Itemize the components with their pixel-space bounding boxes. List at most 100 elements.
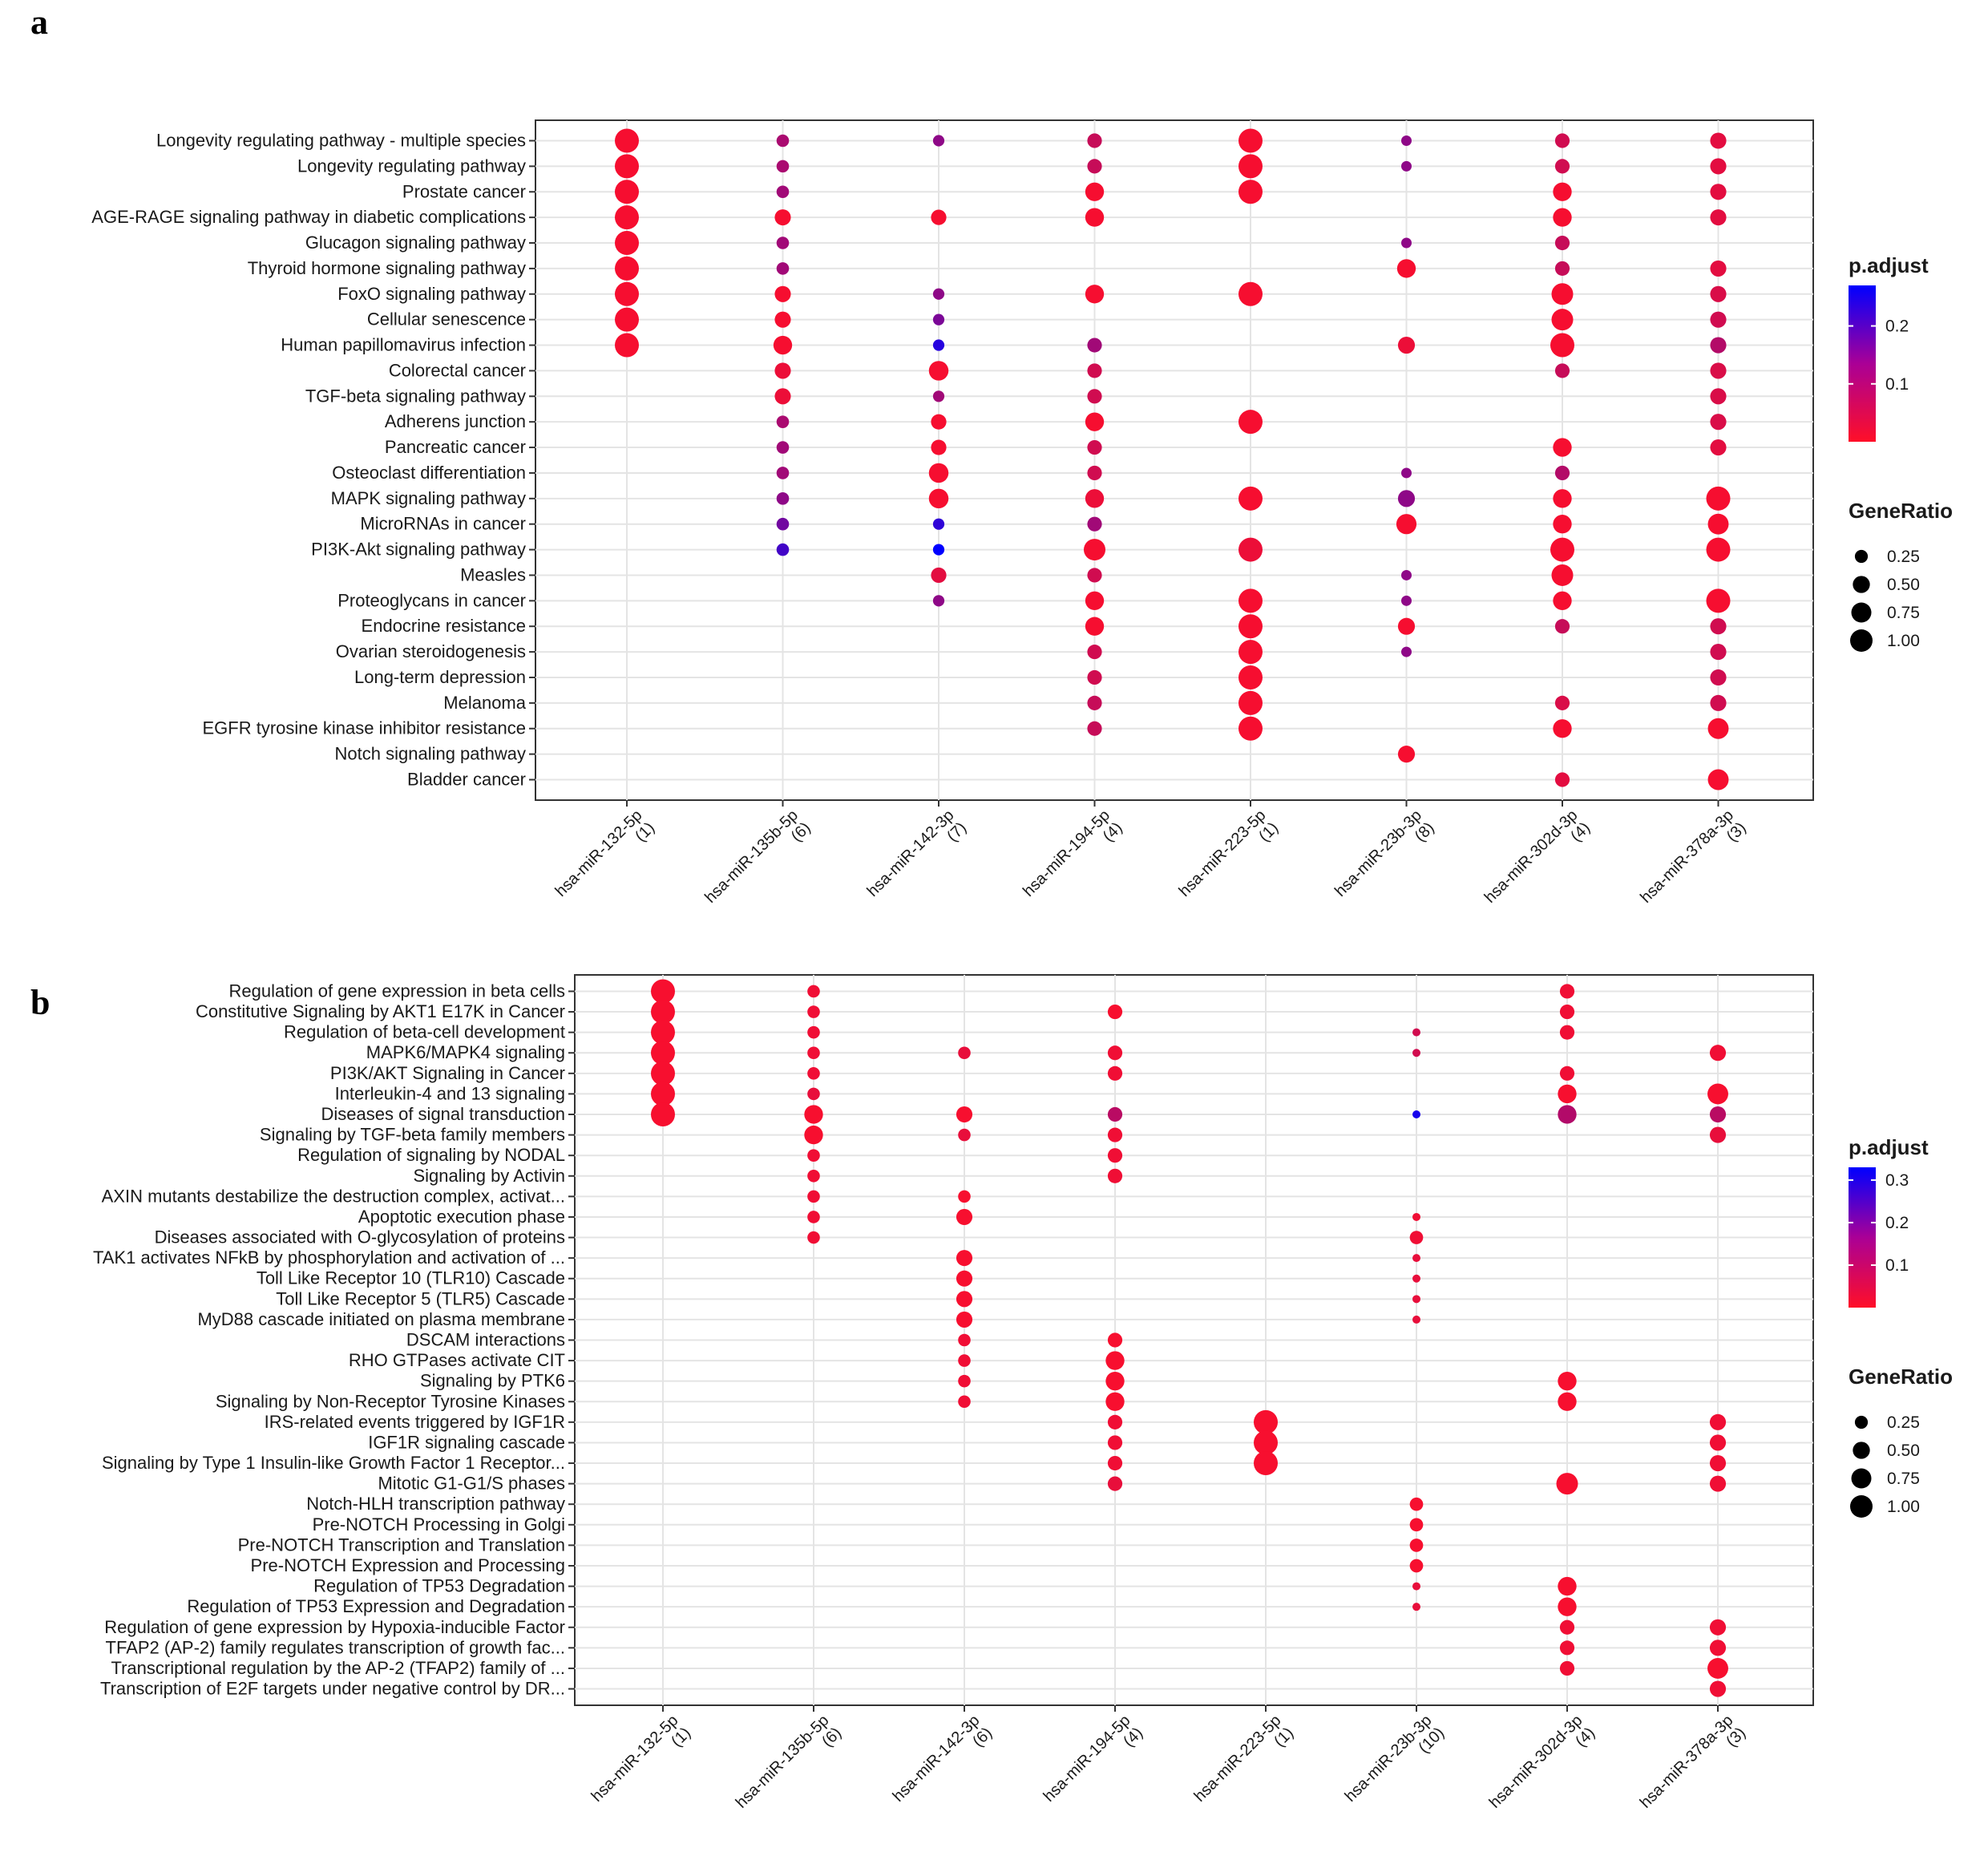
data-point [1087,516,1102,532]
x-tick-label-group: hsa-miR-135b-5p(6) [733,1712,845,1812]
data-point [1105,1372,1125,1391]
x-tick-label: hsa-miR-194-5p [1040,1712,1134,1805]
data-point [1709,1413,1727,1430]
data-point [776,415,790,428]
data-point [1553,438,1572,457]
data-point [1107,1168,1123,1183]
data-point [1707,1657,1728,1679]
y-tick-label: MAPK signaling pathway [331,488,526,508]
data-point [1706,588,1731,613]
data-point [1087,389,1102,404]
data-point [1709,1045,1727,1061]
data-point [1107,1004,1123,1020]
data-point [1087,568,1102,583]
data-point [1550,537,1574,562]
x-tick-label: hsa-miR-132-5p [588,1712,682,1805]
y-tick-label: MicroRNAs in cancer [360,514,526,534]
data-point [1709,1619,1727,1636]
data-point [1709,1680,1727,1697]
data-point [1238,690,1263,715]
data-point [651,1102,675,1127]
data-point [1559,1640,1575,1656]
data-point [776,185,790,199]
data-point [1709,1434,1727,1451]
data-point [1107,1435,1123,1450]
data-point [1559,1025,1575,1040]
x-tick-label-group: hsa-miR-135b-5p(6) [701,807,814,907]
x-tick-label-group: hsa-miR-132-5p(1) [588,1712,695,1805]
data-point [1551,309,1574,331]
y-tick-label: Transcriptional regulation by the AP-2 (… [111,1658,565,1678]
data-point [932,390,945,402]
data-point [1554,363,1570,378]
data-point [1412,1110,1420,1119]
data-point [1412,1582,1420,1591]
data-point [1709,1640,1727,1656]
y-tick-label: TGF-beta signaling pathway [305,386,526,406]
data-point [1087,439,1102,455]
data-point [1558,1597,1577,1616]
data-point [1710,285,1727,302]
x-tick-label-group: hsa-miR-302d-3p(4) [1481,807,1594,907]
data-point [807,1190,820,1203]
x-tick-label: hsa-miR-302d-3p [1486,1712,1586,1812]
dotplot-panel-a: Longevity regulating pathway - multiple … [91,119,1953,907]
y-tick-label: Longevity regulating pathway - multiple … [156,131,526,151]
x-tick-label-group: hsa-miR-142-3p(7) [864,807,971,900]
x-tick-label: hsa-miR-135b-5p [701,807,802,907]
data-point [1085,412,1105,431]
data-point [776,134,790,148]
data-point [1238,281,1263,306]
y-tick-label: TAK1 activates NFkB by phosphorylation a… [93,1247,565,1268]
data-point [1553,719,1572,738]
y-tick-label: Cellular senescence [367,309,526,330]
data-point [1087,159,1102,174]
data-point [1087,695,1102,710]
y-tick-label: Notch signaling pathway [335,744,526,764]
data-point [1087,645,1102,660]
x-tick-label: hsa-miR-132-5p [552,807,646,900]
data-point [928,488,949,509]
data-point [1559,1660,1575,1676]
data-point [1554,235,1570,251]
size-legend-dot [1853,576,1870,593]
data-point [1551,564,1574,586]
data-point [1238,614,1263,639]
data-point [1554,261,1570,276]
data-point [776,160,790,173]
data-point [1707,1083,1728,1105]
data-point [932,339,945,351]
y-tick-label: Regulation of TP53 Expression and Degrad… [187,1596,565,1616]
x-tick-label-group: hsa-miR-142-3p(6) [890,1712,996,1805]
data-point [615,333,639,358]
y-tick-label: Constitutive Signaling by AKT1 E17K in C… [196,1001,565,1021]
y-tick-label: RHO GTPases activate CIT [349,1350,565,1370]
size-legend-label: 0.50 [1887,576,1920,594]
data-point [1707,513,1729,535]
data-point [1409,1518,1424,1532]
data-point [1412,1028,1420,1037]
data-point [1401,467,1412,479]
data-point [931,439,947,455]
color-tick-label: 0.2 [1885,1214,1909,1232]
size-legend-dot [1850,1495,1873,1518]
data-point [1553,515,1572,534]
x-tick-label-group: hsa-miR-302d-3p(4) [1486,1712,1598,1812]
data-point [1409,1539,1424,1552]
data-point [1085,182,1105,201]
data-point [615,256,639,281]
y-tick-label: IGF1R signaling cascade [368,1432,565,1452]
size-legend-label: 0.25 [1887,548,1920,566]
x-tick-label-group: hsa-miR-23b-3p(10) [1342,1712,1449,1805]
data-point [776,543,790,556]
data-point [1107,1414,1123,1429]
y-tick-label: TFAP2 (AP-2) family regulates transcript… [106,1637,565,1657]
data-point [807,1087,820,1101]
data-point [1401,646,1412,657]
x-tick-label-group: hsa-miR-378a-3p(3) [1637,1712,1749,1812]
data-point [931,414,947,430]
data-point [958,1190,971,1203]
data-point [615,154,639,179]
data-point [807,1067,820,1080]
data-point [956,1208,973,1226]
